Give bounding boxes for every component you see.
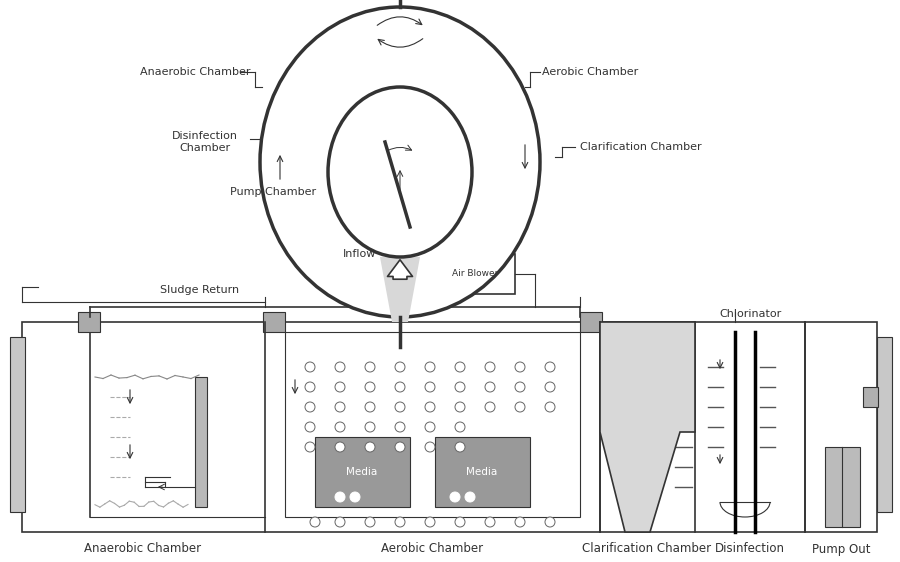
Text: Disinfection: Disinfection xyxy=(715,542,785,555)
Text: Anaerobic Chamber: Anaerobic Chamber xyxy=(140,67,250,77)
Circle shape xyxy=(425,402,435,412)
Bar xyxy=(435,254,515,294)
Bar xyxy=(263,312,285,332)
Circle shape xyxy=(395,442,405,452)
Circle shape xyxy=(425,442,435,452)
Circle shape xyxy=(395,517,405,527)
Bar xyxy=(863,387,878,407)
Bar xyxy=(22,322,877,532)
Circle shape xyxy=(455,517,465,527)
FancyArrowPatch shape xyxy=(388,260,412,279)
Circle shape xyxy=(335,362,345,372)
Circle shape xyxy=(455,422,465,432)
Circle shape xyxy=(305,382,315,392)
Bar xyxy=(877,337,892,512)
Bar xyxy=(617,322,627,432)
Text: Sludge Return: Sludge Return xyxy=(160,285,239,295)
Circle shape xyxy=(335,442,345,452)
Circle shape xyxy=(335,422,345,432)
Circle shape xyxy=(450,492,460,502)
Circle shape xyxy=(335,517,345,527)
Circle shape xyxy=(455,382,465,392)
Circle shape xyxy=(515,362,525,372)
Circle shape xyxy=(335,492,345,502)
Circle shape xyxy=(310,517,320,527)
Bar xyxy=(285,332,580,517)
Circle shape xyxy=(365,402,375,412)
Circle shape xyxy=(485,362,495,372)
Circle shape xyxy=(455,362,465,372)
Circle shape xyxy=(515,402,525,412)
Ellipse shape xyxy=(260,7,540,317)
Circle shape xyxy=(425,517,435,527)
Circle shape xyxy=(425,382,435,392)
Circle shape xyxy=(365,517,375,527)
Circle shape xyxy=(545,402,555,412)
Bar xyxy=(78,312,100,332)
Polygon shape xyxy=(600,322,695,532)
Circle shape xyxy=(545,362,555,372)
Circle shape xyxy=(545,517,555,527)
Text: Air Blower: Air Blower xyxy=(452,270,499,279)
Text: Clarification Chamber: Clarification Chamber xyxy=(580,142,702,152)
Polygon shape xyxy=(380,257,420,322)
Text: Aerobic Chamber: Aerobic Chamber xyxy=(381,542,483,555)
Bar xyxy=(825,447,860,527)
Text: Pump Out: Pump Out xyxy=(812,542,870,555)
Text: Disinfection
Chamber: Disinfection Chamber xyxy=(172,131,238,153)
Circle shape xyxy=(335,402,345,412)
Bar xyxy=(315,437,410,507)
Circle shape xyxy=(395,382,405,392)
Circle shape xyxy=(305,402,315,412)
Circle shape xyxy=(365,422,375,432)
Circle shape xyxy=(455,402,465,412)
Circle shape xyxy=(515,382,525,392)
Circle shape xyxy=(365,382,375,392)
Circle shape xyxy=(365,362,375,372)
Circle shape xyxy=(425,422,435,432)
Text: Aerobic Chamber: Aerobic Chamber xyxy=(542,67,638,77)
Circle shape xyxy=(395,402,405,412)
Circle shape xyxy=(305,422,315,432)
Text: Inflow: Inflow xyxy=(343,249,377,259)
Circle shape xyxy=(485,402,495,412)
Circle shape xyxy=(350,492,360,502)
Text: Media: Media xyxy=(346,467,378,477)
Circle shape xyxy=(485,382,495,392)
Circle shape xyxy=(365,442,375,452)
Text: Chlorinator: Chlorinator xyxy=(719,309,781,319)
Circle shape xyxy=(455,442,465,452)
Circle shape xyxy=(305,362,315,372)
Ellipse shape xyxy=(328,87,472,257)
Bar xyxy=(435,437,530,507)
Text: Clarification Chamber: Clarification Chamber xyxy=(582,542,712,555)
Circle shape xyxy=(395,422,405,432)
Circle shape xyxy=(465,492,475,502)
Circle shape xyxy=(305,442,315,452)
Circle shape xyxy=(425,362,435,372)
Circle shape xyxy=(485,517,495,527)
Bar xyxy=(195,377,207,507)
Bar xyxy=(580,312,602,332)
Bar xyxy=(10,337,25,512)
Circle shape xyxy=(395,362,405,372)
Circle shape xyxy=(545,382,555,392)
Text: Media: Media xyxy=(466,467,498,477)
Text: Pump Chamber: Pump Chamber xyxy=(230,187,316,197)
Circle shape xyxy=(515,517,525,527)
Bar xyxy=(659,322,669,432)
Circle shape xyxy=(335,382,345,392)
Text: Anaerobic Chamber: Anaerobic Chamber xyxy=(85,542,202,555)
